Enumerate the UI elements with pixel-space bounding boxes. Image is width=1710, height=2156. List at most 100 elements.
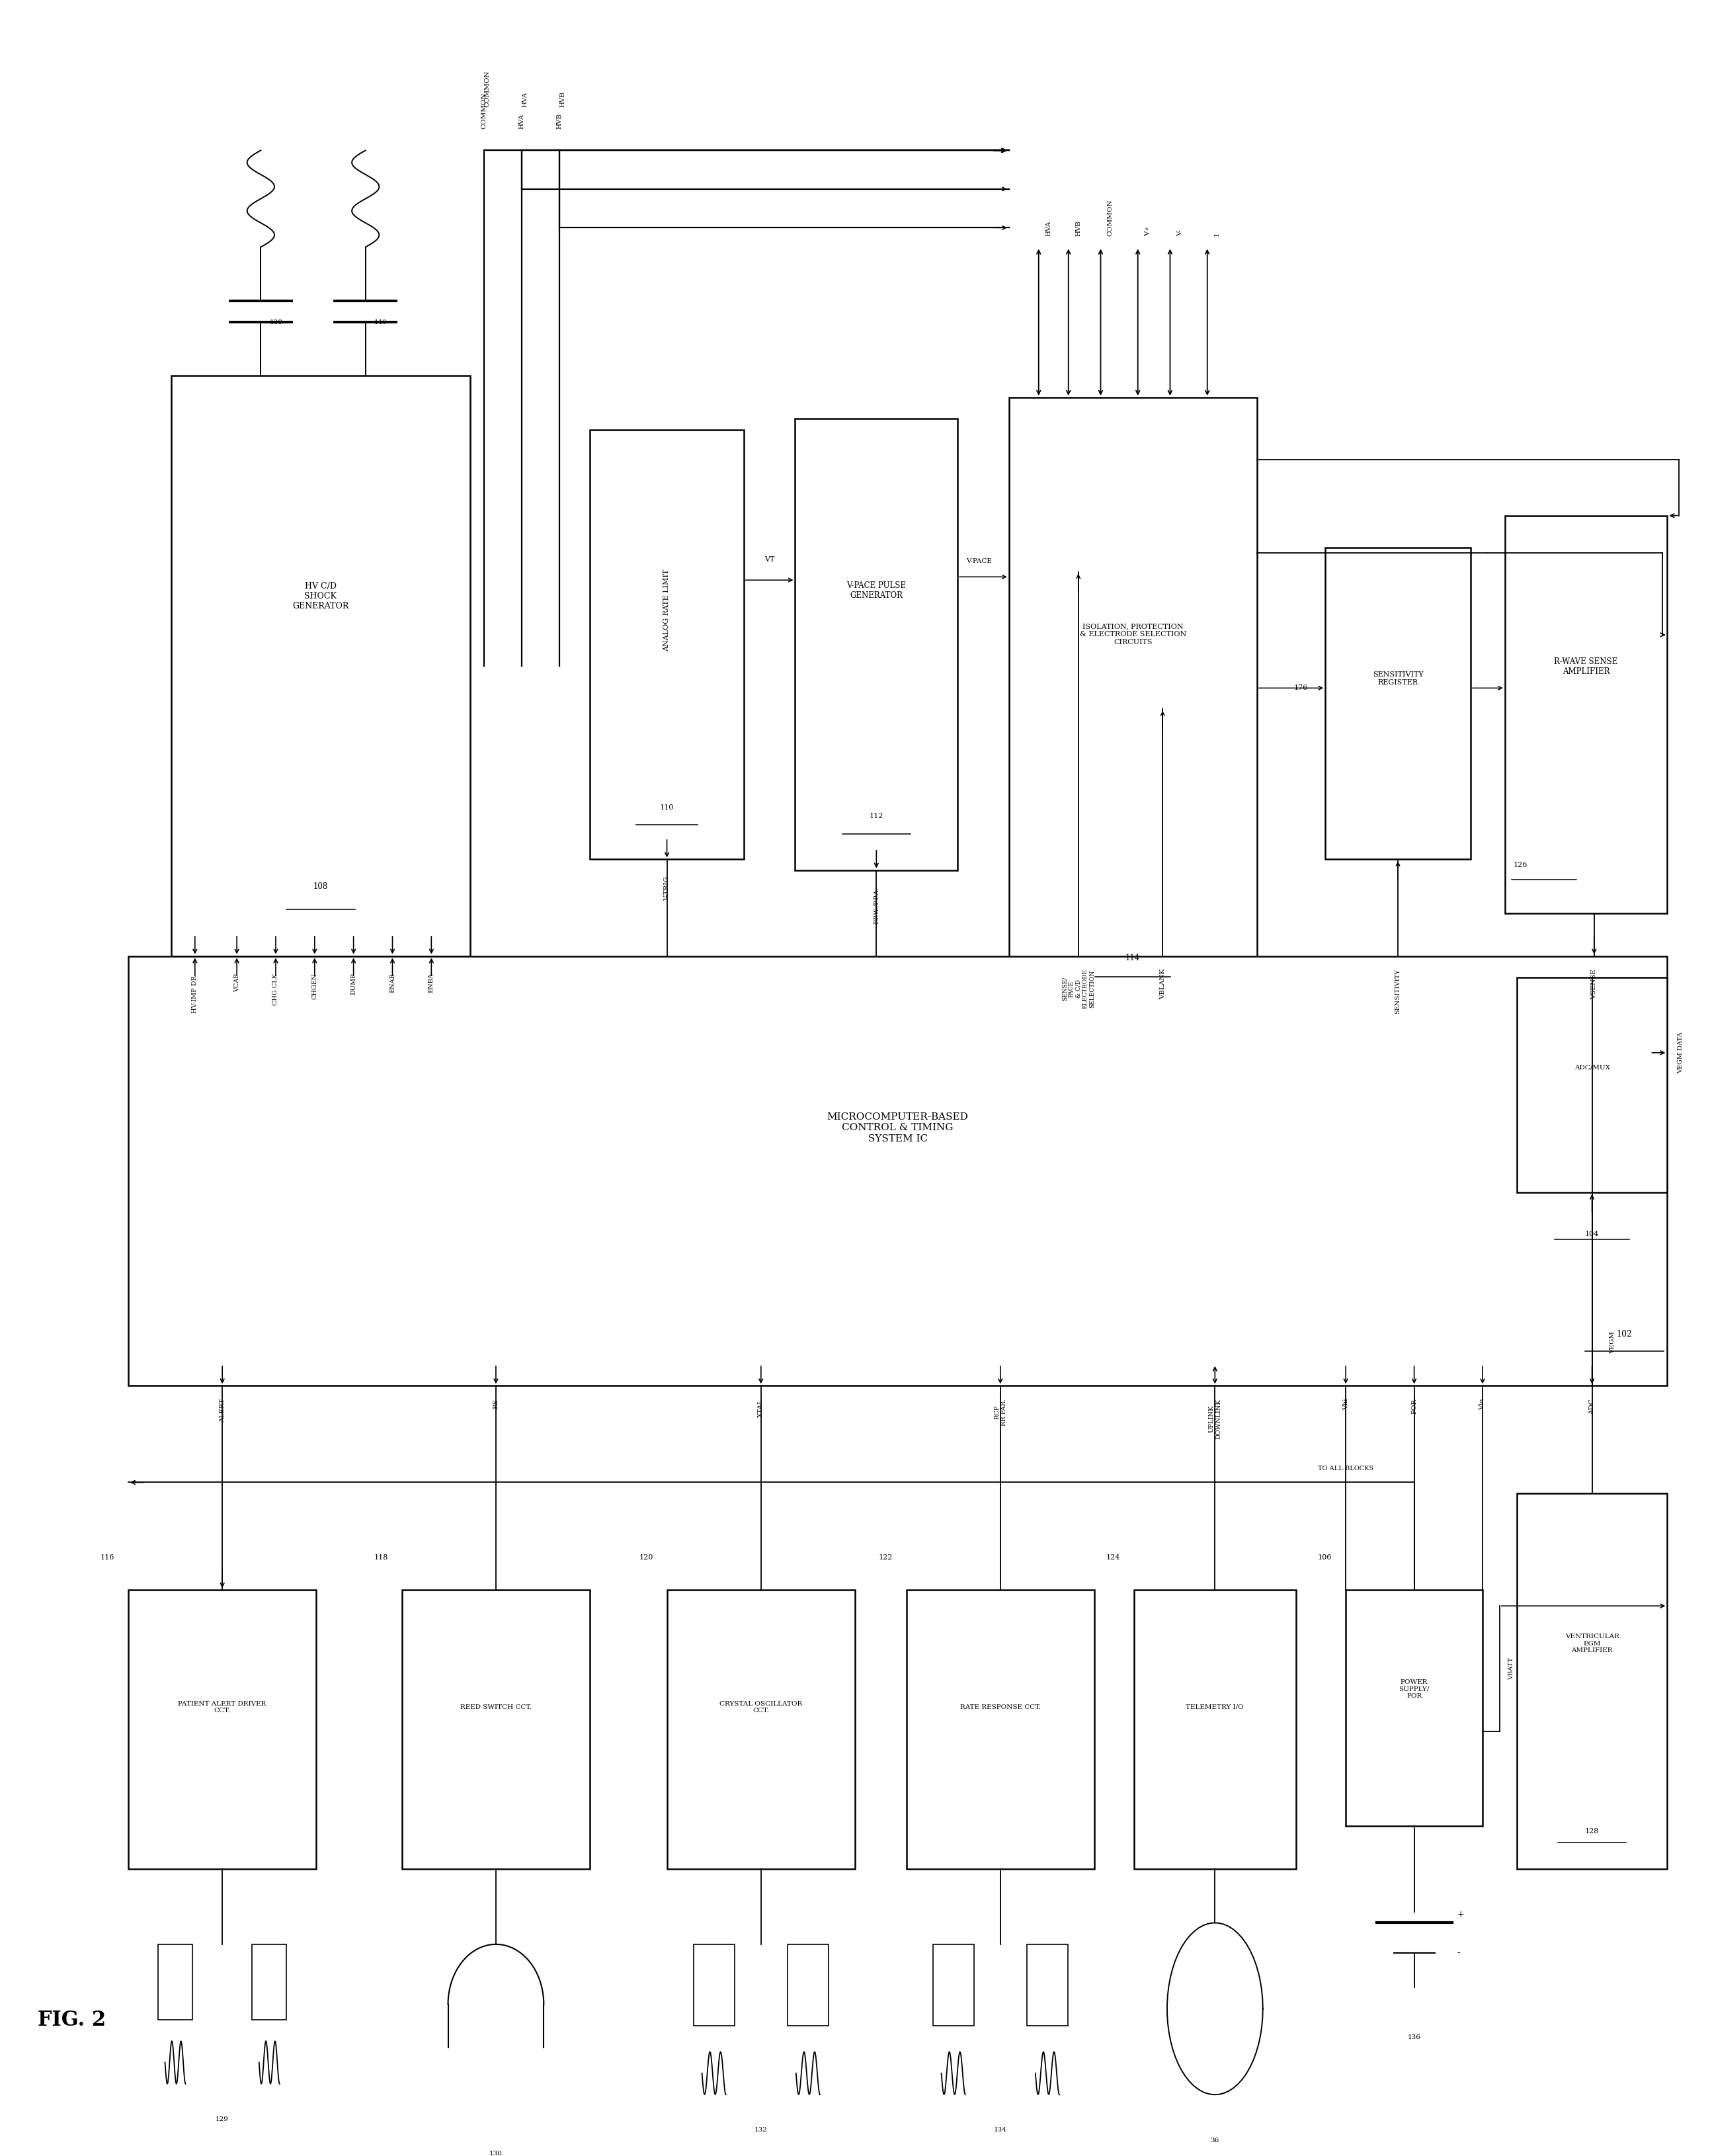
Text: 108: 108 — [313, 882, 328, 890]
Text: 106: 106 — [1318, 1554, 1332, 1561]
Text: V-PACE PULSE
GENERATOR: V-PACE PULSE GENERATOR — [846, 582, 906, 599]
Text: FIG. 2: FIG. 2 — [38, 2009, 106, 2031]
Text: 114: 114 — [1125, 953, 1141, 962]
Text: POWER
SUPPLY/
POR: POWER SUPPLY/ POR — [1399, 1680, 1430, 1699]
Bar — [402, 1589, 590, 1869]
Text: V+: V+ — [1144, 226, 1151, 237]
Text: PATIENT ALERT DRIVER
CCT.: PATIENT ALERT DRIVER CCT. — [178, 1701, 267, 1714]
Text: VT: VT — [764, 556, 775, 563]
Text: HV-IMP DR.: HV-IMP DR. — [192, 972, 198, 1013]
Text: SENSITIVITY: SENSITIVITY — [1395, 968, 1400, 1013]
Text: TELEMETRY I/O: TELEMETRY I/O — [1187, 1703, 1243, 1710]
Bar — [694, 1945, 735, 2027]
Bar — [1517, 1494, 1667, 1869]
Text: 118: 118 — [374, 1554, 388, 1561]
Text: 122: 122 — [879, 1554, 893, 1561]
Text: 36: 36 — [1211, 2137, 1219, 2143]
Text: 132: 132 — [754, 2128, 768, 2132]
Bar — [1026, 1945, 1067, 2027]
Bar — [590, 429, 744, 860]
Text: R-WAVE SENSE
AMPLIFIER: R-WAVE SENSE AMPLIFIER — [1554, 658, 1618, 675]
Text: 116: 116 — [101, 1554, 115, 1561]
Bar — [1009, 397, 1257, 1020]
Text: HVA: HVA — [518, 114, 525, 129]
Text: HV C/D
SHOCK
GENERATOR: HV C/D SHOCK GENERATOR — [292, 582, 349, 610]
Text: 140: 140 — [374, 319, 386, 326]
Text: ALERT: ALERT — [219, 1399, 226, 1423]
Bar — [1134, 1589, 1296, 1869]
Text: 126: 126 — [1513, 862, 1527, 869]
Text: VEGM: VEGM — [1609, 1332, 1616, 1354]
Bar — [128, 1589, 316, 1869]
Text: VENTRICULAR
EGM
AMPLIFIER: VENTRICULAR EGM AMPLIFIER — [1565, 1634, 1619, 1654]
Text: Vlo: Vlo — [1479, 1399, 1486, 1410]
Text: 138: 138 — [270, 319, 282, 326]
Bar — [157, 1945, 192, 2020]
Text: VCAP: VCAP — [234, 972, 239, 992]
Text: 110: 110 — [660, 804, 674, 811]
Text: V-PACE: V-PACE — [966, 558, 992, 565]
Text: DUMP: DUMP — [351, 972, 356, 994]
Text: 128: 128 — [1585, 1828, 1599, 1835]
Text: -: - — [1457, 1949, 1460, 1958]
Text: ADC/MUX: ADC/MUX — [1575, 1065, 1609, 1072]
Text: ISOLATION, PROTECTION
& ELECTRODE SELECTION
CIRCUITS: ISOLATION, PROTECTION & ELECTRODE SELECT… — [1079, 623, 1187, 645]
Text: 136: 136 — [1407, 2035, 1421, 2040]
Text: CHG CLK: CHG CLK — [274, 972, 279, 1005]
Text: CRYSTAL OSCILLATOR
CCT.: CRYSTAL OSCILLATOR CCT. — [720, 1701, 802, 1714]
Bar — [171, 375, 470, 955]
Text: REED SWITCH CCT.: REED SWITCH CCT. — [460, 1703, 532, 1710]
Text: RCP
RR PAR.: RCP RR PAR. — [994, 1399, 1007, 1425]
Text: MICROCOMPUTER-BASED
CONTROL & TIMING
SYSTEM IC: MICROCOMPUTER-BASED CONTROL & TIMING SYS… — [828, 1112, 968, 1143]
Text: COMMON: COMMON — [1108, 201, 1113, 237]
Bar — [128, 955, 1667, 1386]
Text: HVB: HVB — [1076, 220, 1081, 237]
Text: TO ALL BLOCKS: TO ALL BLOCKS — [1318, 1466, 1373, 1473]
Text: 134: 134 — [994, 2128, 1007, 2132]
Text: VEGM DATA: VEGM DATA — [1678, 1033, 1684, 1074]
Bar — [934, 1945, 975, 2027]
Bar — [787, 1945, 828, 2027]
Bar — [1325, 548, 1471, 860]
Text: HVA: HVA — [522, 93, 528, 108]
Text: I: I — [1214, 233, 1219, 237]
Text: VBLANK: VBLANK — [1159, 968, 1166, 1000]
Text: Vhi: Vhi — [1342, 1399, 1349, 1410]
Text: ENBA: ENBA — [429, 972, 434, 994]
Bar — [1505, 515, 1667, 912]
Bar — [906, 1589, 1094, 1869]
Text: 129: 129 — [215, 2117, 229, 2122]
Text: SENSE/
PACE
& C/D
ELECTRODE
SELECTION: SENSE/ PACE & C/D ELECTRODE SELECTION — [1062, 968, 1094, 1009]
Text: ANALOG RATE LIMIT: ANALOG RATE LIMIT — [663, 569, 670, 651]
Text: V-TRIG: V-TRIG — [663, 877, 670, 901]
Text: POR: POR — [1411, 1399, 1418, 1414]
Text: V-: V- — [1176, 231, 1183, 237]
Text: 102: 102 — [1616, 1330, 1633, 1339]
Text: +: + — [1457, 1910, 1464, 1919]
Text: 104: 104 — [1585, 1231, 1599, 1238]
Bar — [1517, 977, 1667, 1192]
Text: 124: 124 — [1106, 1554, 1120, 1561]
Bar — [667, 1589, 855, 1869]
Text: UPLINK
DOWNLINK: UPLINK DOWNLINK — [1209, 1399, 1221, 1438]
Text: HVB: HVB — [556, 112, 563, 129]
Text: RATE RESPONSE CCT.: RATE RESPONSE CCT. — [959, 1703, 1041, 1710]
Text: ADC: ADC — [1589, 1399, 1595, 1414]
Text: HVA: HVA — [1045, 220, 1052, 237]
Text: 112: 112 — [869, 813, 884, 819]
Bar — [1346, 1589, 1483, 1826]
Text: XTAL: XTAL — [758, 1399, 764, 1416]
Text: RS: RS — [492, 1399, 499, 1408]
Text: P.P.W./P.P.A.: P.P.W./P.P.A. — [874, 888, 879, 925]
Text: 130: 130 — [489, 2150, 503, 2156]
Text: VBATT: VBATT — [1508, 1658, 1513, 1680]
Text: CHGEN: CHGEN — [311, 972, 318, 998]
Text: HVB: HVB — [559, 91, 566, 108]
Text: ENAB: ENAB — [390, 972, 395, 994]
Text: SENSITIVITY
REGISTER: SENSITIVITY REGISTER — [1373, 671, 1423, 686]
Text: 176: 176 — [1294, 686, 1308, 692]
Text: 120: 120 — [640, 1554, 653, 1561]
Text: COMMON: COMMON — [481, 93, 487, 129]
Text: VSENSE: VSENSE — [1592, 968, 1597, 998]
Bar — [251, 1945, 286, 2020]
